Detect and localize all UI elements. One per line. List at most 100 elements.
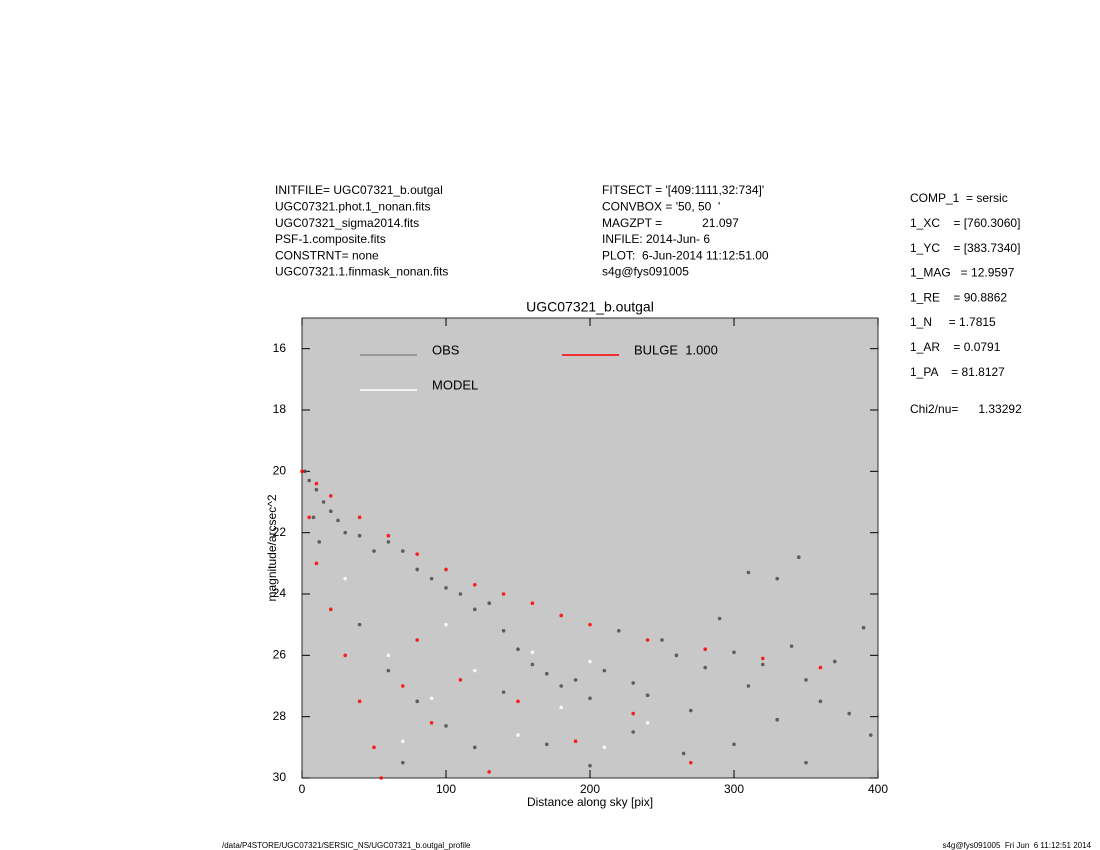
point bbox=[314, 561, 319, 566]
point bbox=[336, 518, 340, 523]
point bbox=[847, 711, 851, 716]
point bbox=[473, 745, 477, 750]
x-tick-label: 400 bbox=[868, 782, 888, 796]
footer-path: /data/P4STORE/UGC07321/SERSIC_NS/UGC0732… bbox=[222, 841, 471, 850]
point bbox=[602, 745, 607, 750]
param-line: COMP_1 = sersic bbox=[910, 191, 1008, 205]
point bbox=[487, 601, 492, 605]
header-line: UGC07321.phot.1_nonan.fits bbox=[275, 199, 430, 213]
point bbox=[372, 745, 376, 750]
footer-stamp: s4g@fys091005 Fri Jun 6 11:12:51 2014 bbox=[942, 841, 1091, 850]
point bbox=[307, 515, 312, 520]
point bbox=[775, 717, 779, 722]
chart-title: UGC07321_b.outgal bbox=[526, 299, 654, 315]
point bbox=[343, 653, 348, 658]
point bbox=[775, 576, 779, 581]
point bbox=[573, 678, 578, 682]
point bbox=[573, 739, 578, 743]
param-line: 1_MAG = 12.9597 bbox=[910, 266, 1015, 280]
param-line: 1_XC = [760.3060] bbox=[910, 216, 1020, 230]
header-line: CONVBOX = '50, 50 ' bbox=[602, 199, 720, 213]
point bbox=[458, 592, 463, 596]
x-axis-label: Distance along sky [pix] bbox=[527, 795, 653, 809]
point bbox=[401, 739, 405, 743]
point bbox=[545, 742, 549, 747]
y-tick-label: 28 bbox=[273, 709, 287, 723]
header-line: FITSECT = '[409:1111,32:734]' bbox=[602, 183, 764, 197]
point bbox=[321, 500, 326, 504]
point bbox=[501, 592, 506, 596]
point bbox=[674, 653, 679, 658]
header-line: UGC07321.1.finmask_nonan.fits bbox=[275, 265, 448, 279]
point bbox=[746, 684, 751, 688]
point bbox=[516, 647, 520, 651]
point bbox=[386, 540, 391, 544]
point bbox=[415, 552, 420, 556]
chi2: Chi2/nu= 1.33292 bbox=[910, 402, 1022, 416]
point bbox=[473, 583, 477, 587]
point bbox=[444, 622, 448, 627]
point bbox=[559, 705, 563, 710]
x-tick-label: 200 bbox=[580, 782, 600, 796]
point bbox=[588, 659, 592, 664]
header-line: INITFILE= UGC07321_b.outgal bbox=[275, 183, 443, 197]
param-line: 1_PA = 81.8127 bbox=[910, 365, 1005, 379]
point bbox=[833, 659, 837, 664]
y-axis-label: magnitude/arcsec^2 bbox=[265, 494, 279, 601]
point bbox=[357, 515, 362, 520]
point bbox=[314, 487, 319, 492]
point bbox=[329, 494, 333, 498]
point bbox=[804, 760, 808, 765]
point bbox=[732, 742, 736, 747]
point bbox=[746, 570, 751, 575]
point bbox=[386, 533, 391, 538]
point bbox=[789, 644, 794, 648]
point bbox=[516, 699, 520, 704]
point bbox=[631, 730, 635, 734]
point bbox=[588, 696, 592, 701]
point bbox=[357, 622, 362, 627]
header-line: UGC07321_sigma2014.fits bbox=[275, 216, 419, 230]
param-line: 1_AR = 0.0791 bbox=[910, 340, 1001, 354]
point bbox=[458, 678, 463, 682]
point bbox=[681, 751, 686, 756]
point bbox=[303, 469, 307, 474]
point bbox=[645, 693, 650, 697]
point bbox=[429, 721, 434, 725]
param-line: 1_RE = 90.8862 bbox=[910, 290, 1007, 304]
point bbox=[415, 638, 420, 642]
point bbox=[429, 696, 434, 701]
point bbox=[487, 770, 492, 774]
point bbox=[501, 629, 506, 633]
point bbox=[645, 638, 650, 642]
point bbox=[343, 530, 348, 535]
point bbox=[689, 708, 693, 713]
point bbox=[444, 586, 448, 590]
header-line: CONSTRNT= none bbox=[275, 248, 379, 262]
point bbox=[357, 699, 362, 704]
point bbox=[703, 665, 707, 670]
point bbox=[401, 760, 405, 765]
x-tick-label: 0 bbox=[299, 782, 306, 796]
point bbox=[473, 668, 477, 673]
point bbox=[317, 540, 322, 544]
point bbox=[401, 684, 405, 688]
point bbox=[559, 613, 563, 618]
point bbox=[415, 699, 420, 704]
point bbox=[717, 616, 722, 621]
point bbox=[818, 665, 823, 670]
y-tick-label: 16 bbox=[273, 341, 287, 355]
point bbox=[401, 549, 405, 553]
point bbox=[804, 678, 808, 682]
point bbox=[444, 567, 448, 572]
point bbox=[300, 469, 304, 474]
point bbox=[386, 668, 391, 673]
legend-label: BULGE 1.000 bbox=[634, 342, 718, 357]
param-line: 1_YC = [383.7340] bbox=[910, 241, 1020, 255]
point bbox=[307, 478, 312, 483]
point bbox=[617, 629, 621, 633]
point bbox=[645, 721, 650, 725]
point bbox=[329, 607, 333, 612]
plot-area bbox=[301, 317, 879, 779]
point bbox=[545, 671, 549, 676]
